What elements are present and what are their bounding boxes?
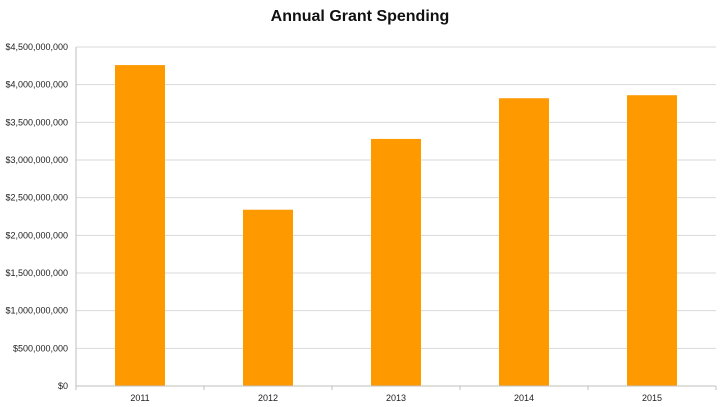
axis-layer xyxy=(75,47,717,390)
y-tick-label: $2,500,000,000 xyxy=(5,193,68,203)
label-layer: $0 $500,000,000 $1,000,000,000 $1,500,000,0… xyxy=(5,42,662,403)
x-tick-label: 2012 xyxy=(258,393,278,403)
chart-title: Annual Grant Spending xyxy=(270,8,450,25)
x-tick-label: 2015 xyxy=(642,393,662,403)
x-tick-label: 2014 xyxy=(514,393,534,403)
bar-2014 xyxy=(499,98,549,386)
y-tick-label: $3,500,000,000 xyxy=(5,117,68,127)
y-tick-label: $2,000,000,000 xyxy=(5,230,68,240)
bar-layer xyxy=(115,65,677,387)
x-tick-label: 2011 xyxy=(130,393,149,403)
bar-2013 xyxy=(371,138,421,386)
y-tick-label: $0 xyxy=(58,381,68,391)
y-tick-label: $1,500,000,000 xyxy=(5,268,68,278)
x-tick-label: 2013 xyxy=(386,393,406,403)
bar-2015 xyxy=(627,95,677,387)
y-tick-label: $500,000,000 xyxy=(13,343,68,353)
y-tick-label: $3,000,000,000 xyxy=(5,155,68,165)
y-tick-label: $4,500,000,000 xyxy=(5,42,68,52)
y-tick-label: $4,000,000,000 xyxy=(5,80,68,90)
bar-2012 xyxy=(243,209,293,386)
bar-2011 xyxy=(115,65,165,386)
y-tick-label: $1,000,000,000 xyxy=(5,306,68,316)
